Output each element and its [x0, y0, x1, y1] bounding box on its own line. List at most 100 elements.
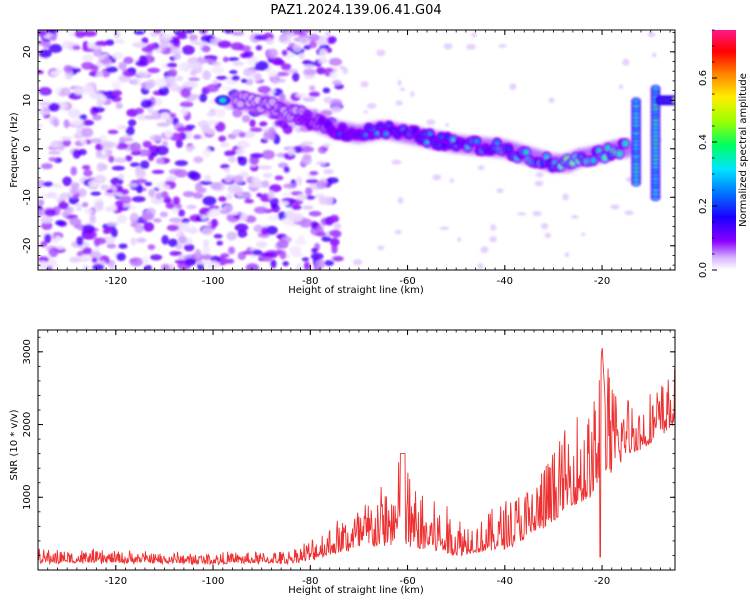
noise-blob [291, 252, 303, 258]
noise-blob [41, 163, 53, 170]
noise-blob [142, 140, 152, 148]
noise-blob [232, 108, 243, 118]
noise-blob [103, 226, 113, 233]
ridge-blob [305, 113, 310, 117]
noise-blob [322, 87, 331, 94]
noise-blob [215, 108, 226, 118]
noise-blob [91, 257, 98, 263]
noise-blob [622, 58, 630, 66]
ridge-blob [445, 135, 450, 139]
noise-blob [189, 61, 203, 69]
ridge-blob [474, 139, 479, 143]
noise-blob [211, 61, 222, 66]
noise-blob [141, 46, 154, 53]
noise-blob [253, 224, 264, 233]
noise-blob [449, 178, 454, 183]
noise-blob [42, 181, 54, 187]
noise-blob [220, 253, 230, 258]
vertical-band [631, 97, 642, 187]
noise-blob [232, 61, 245, 66]
noise-blob [316, 67, 326, 75]
noise-blob [176, 126, 187, 133]
noise-blob [226, 232, 237, 240]
noise-blob [342, 67, 349, 75]
noise-blob [108, 155, 115, 163]
noise-blob [618, 84, 624, 90]
noise-blob [330, 106, 342, 113]
ridge-blob [617, 152, 622, 156]
noise-blob [326, 37, 336, 45]
ridge-blob [524, 150, 528, 154]
noise-blob [244, 199, 254, 204]
noise-blob [397, 79, 402, 86]
noise-blob [128, 205, 137, 210]
noise-blob [171, 207, 179, 215]
noise-blob [360, 81, 369, 88]
noise-blob [67, 108, 81, 118]
noise-blob [228, 57, 240, 62]
noise-blob [237, 156, 248, 166]
noise-blob [159, 39, 169, 49]
noise-blob [136, 71, 150, 78]
noise-blob [52, 183, 62, 189]
noise-blob [564, 252, 570, 258]
noise-blob [142, 255, 149, 265]
noise-blob [96, 71, 104, 78]
noise-blob [82, 265, 90, 270]
ridge-blob [413, 129, 418, 133]
noise-blob [274, 175, 284, 181]
noise-blob [65, 207, 73, 213]
noise-blob [303, 261, 311, 270]
noise-blob [107, 129, 119, 135]
noise-blob [322, 143, 331, 148]
noise-blob [208, 98, 217, 105]
noise-blob [120, 137, 134, 142]
noise-blob [164, 78, 177, 85]
ridge-blob [506, 147, 511, 151]
noise-blob [562, 193, 569, 201]
noise-blob [48, 247, 59, 258]
noise-blob [93, 48, 103, 57]
ridge-blob [363, 133, 368, 137]
spectrogram-x-tick-label: -60 [399, 276, 415, 287]
noise-blob [177, 34, 188, 40]
noise-blob [439, 226, 450, 230]
noise-blob [308, 210, 322, 217]
noise-blob [179, 62, 193, 72]
noise-blob [265, 225, 278, 235]
noise-blob [173, 53, 181, 60]
noise-blob [153, 218, 162, 223]
noise-blob [252, 249, 263, 256]
noise-blob [295, 263, 303, 270]
noise-blob [323, 169, 334, 175]
noise-blob [161, 235, 169, 245]
right-edge-feature [655, 95, 675, 106]
noise-blob [309, 85, 316, 91]
noise-blob [302, 59, 312, 65]
noise-blob [151, 169, 165, 174]
noise-blob [114, 157, 127, 163]
noise-blob [120, 195, 132, 204]
noise-blob [40, 216, 54, 224]
spectrogram-x-label: Height of straight line (km) [288, 285, 424, 296]
noise-blob [610, 204, 620, 210]
ridge-blob [244, 95, 248, 99]
spectrogram-y-tick-label: -20 [22, 238, 33, 254]
noise-blob [169, 217, 183, 223]
noise-blob [224, 30, 234, 34]
noise-blob [188, 77, 201, 82]
snr-panel: -120 -100 -80 -60 -40 -20 1000 2000 3000 Height … [9, 329, 676, 596]
noise-blob [213, 233, 223, 239]
noise-blob [206, 112, 216, 117]
ridge-blob [623, 141, 628, 146]
noise-blob [45, 30, 59, 34]
spectrogram-x-tick-label: -20 [594, 276, 610, 287]
noise-blob [172, 38, 181, 48]
noise-blob [316, 180, 327, 190]
noise-blob [129, 162, 141, 167]
noise-blob [227, 156, 237, 163]
noise-blob [48, 150, 61, 155]
noise-blob [38, 209, 47, 217]
noise-blob [160, 112, 171, 121]
noise-blob [571, 214, 579, 219]
